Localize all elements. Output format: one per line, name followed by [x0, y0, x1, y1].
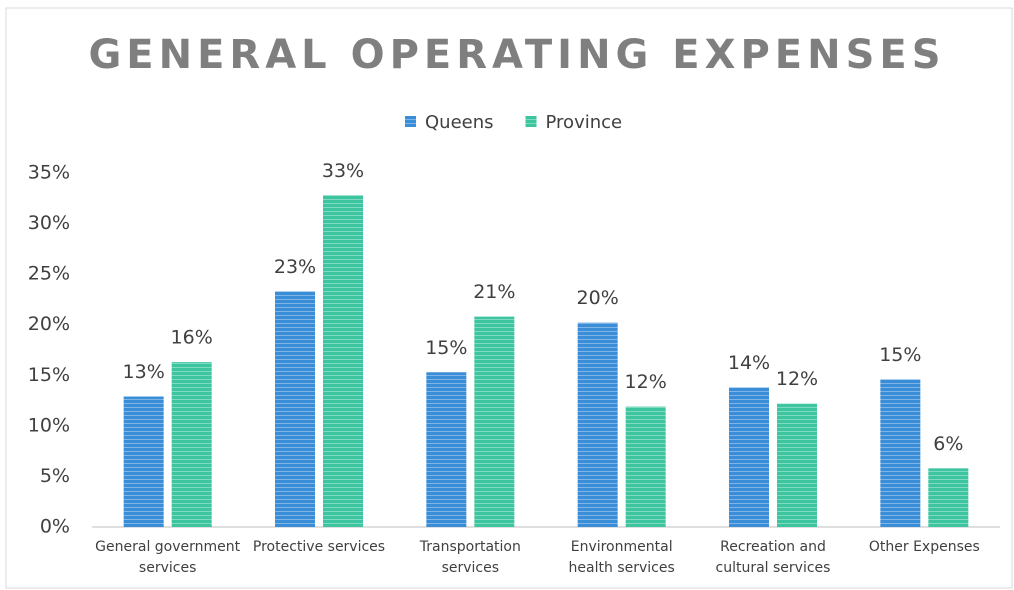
legend-label: Queens: [425, 112, 494, 133]
chart-title: GENERAL OPERATING EXPENSES: [88, 32, 945, 78]
bar: [426, 372, 467, 527]
bar: [474, 316, 515, 527]
y-tick-label: 35%: [28, 162, 70, 184]
value-label: 12%: [625, 371, 667, 393]
legend-swatch: [525, 116, 537, 127]
y-tick-label: 20%: [28, 313, 70, 335]
value-label: 20%: [577, 287, 619, 309]
bar: [880, 379, 921, 527]
bar: [729, 387, 769, 527]
bar: [275, 291, 315, 527]
value-label: 15%: [879, 344, 921, 366]
value-label: 6%: [933, 433, 963, 455]
x-tick-label: Protective services: [252, 539, 386, 555]
chart-frame: [5, 7, 1013, 589]
x-tick-label: Environmental health services: [568, 539, 675, 576]
x-tick-label: General government services: [95, 539, 241, 576]
bar: [171, 362, 212, 527]
x-tick-label: Recreation and cultural services: [715, 539, 831, 576]
y-tick-label: 30%: [28, 212, 70, 234]
value-label: 16%: [171, 327, 213, 349]
bar: [928, 468, 969, 527]
bar: [323, 195, 363, 527]
bar: [777, 403, 817, 527]
bar: [577, 322, 618, 527]
value-label: 14%: [728, 352, 770, 374]
value-label: 21%: [473, 281, 515, 303]
value-label: 23%: [274, 256, 316, 278]
legend-label: Province: [546, 112, 623, 133]
legend-swatch: [405, 116, 416, 127]
x-tick-label: Other Expenses: [868, 539, 980, 555]
bar: [123, 396, 164, 527]
y-tick-label: 0%: [40, 516, 70, 538]
x-tick-label: Transportation services: [419, 539, 521, 576]
value-label: 13%: [123, 361, 165, 383]
y-tick-label: 5%: [40, 465, 70, 487]
value-label: 15%: [425, 337, 467, 359]
value-label: 33%: [322, 160, 364, 182]
value-label: 12%: [776, 368, 818, 390]
y-tick-label: 10%: [28, 414, 70, 436]
y-tick-label: 25%: [28, 263, 70, 285]
y-tick-label: 15%: [28, 364, 70, 386]
bar: [625, 406, 666, 527]
